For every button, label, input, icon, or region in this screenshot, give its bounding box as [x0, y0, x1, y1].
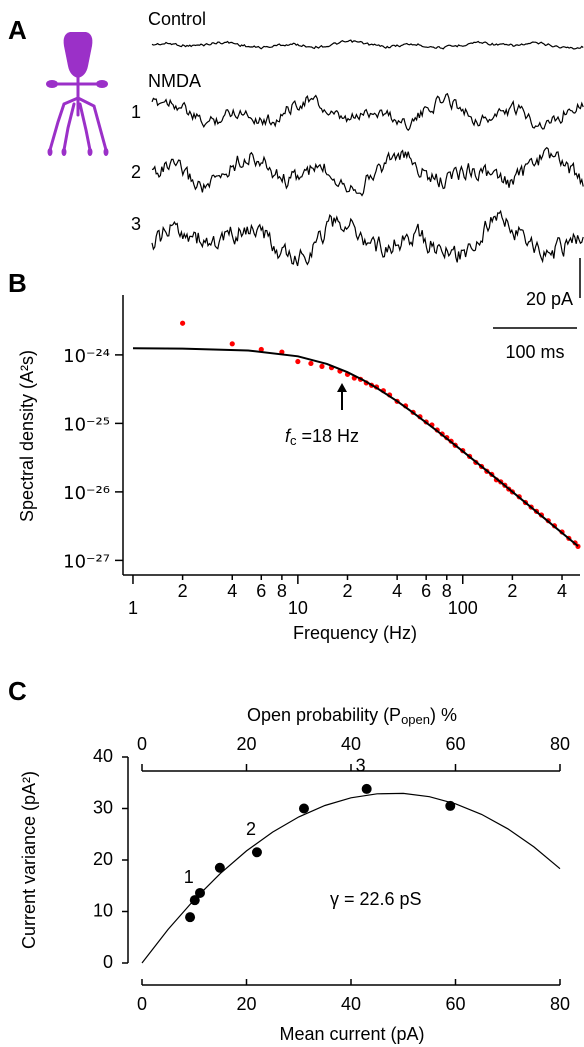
data-point — [180, 320, 186, 326]
scale-bar-label: 100 ms — [505, 342, 564, 362]
annotation-subscript: c — [290, 433, 297, 448]
x-tick-label: 4 — [557, 581, 567, 601]
trace-number: 1 — [131, 102, 141, 122]
x-tick-label: 6 — [256, 581, 266, 601]
panel-label: C — [8, 676, 27, 706]
y-tick-label: 20 — [93, 849, 113, 869]
x2-tick-label: 0 — [137, 734, 147, 754]
y-axis-title: Spectral density (A²s) — [17, 350, 37, 522]
point-label: 1 — [184, 867, 194, 887]
x-tick-label: 4 — [392, 581, 402, 601]
plot-c: 0 20 40 60 80 0 20 40 60 80 0 10 20 30 40 1 2 3 — [93, 734, 570, 1014]
x-tick-label: 2 — [178, 581, 188, 601]
point-label: 2 — [246, 819, 256, 839]
y-tick-label: 10⁻²⁶ — [63, 483, 110, 504]
annotation-symbol: f — [285, 426, 292, 446]
traces — [151, 39, 584, 267]
x-tick-label: 8 — [442, 581, 452, 601]
x2-tick-label: 40 — [341, 734, 361, 754]
trace — [151, 146, 584, 197]
x-tick-label: 10 — [288, 598, 308, 618]
trace — [151, 39, 584, 50]
fit-line — [132, 347, 579, 547]
y-tick-label: 30 — [93, 797, 113, 817]
fit-line — [141, 792, 561, 964]
x-tick-label: 60 — [445, 994, 465, 1014]
data-point — [185, 912, 196, 923]
x-tick-label: 2 — [342, 581, 352, 601]
scale-bar-label: 20 pA — [526, 289, 573, 309]
trace-label: Control — [148, 9, 206, 29]
data-point — [229, 341, 235, 347]
x2-tick-label: 80 — [550, 734, 570, 754]
y-tick-label: 10⁻²⁵ — [63, 414, 110, 435]
x-axis-title: Frequency (Hz) — [293, 623, 417, 643]
y-tick-label: 0 — [103, 952, 113, 972]
x-tick-label: 6 — [421, 581, 431, 601]
data-point — [361, 783, 372, 794]
trace-label: NMDA — [148, 71, 201, 91]
trace-number: 2 — [131, 162, 141, 182]
panel-label: B — [8, 268, 27, 298]
x-axis-title: Mean current (pA) — [279, 1024, 424, 1044]
annotation-text: =18 Hz — [297, 426, 360, 446]
x2-tick-label: 60 — [445, 734, 465, 754]
x2-title-suffix: ) % — [430, 705, 457, 725]
x-tick-label: 4 — [227, 581, 237, 601]
data-point — [319, 363, 325, 369]
data-point — [258, 346, 264, 353]
panel-label: A — [8, 15, 27, 45]
trace — [151, 209, 584, 267]
x2-axis-title: Open probability (Popen) % — [247, 705, 457, 728]
trace — [151, 92, 584, 132]
data-point — [214, 862, 225, 873]
x-tick-label: 100 — [448, 598, 478, 618]
x-tick-label: 40 — [341, 994, 361, 1014]
x-tick-label: 8 — [277, 581, 287, 601]
x-tick-label: 0 — [137, 994, 147, 1014]
annotation: fc =18 Hz — [285, 426, 359, 449]
x2-tick-label: 20 — [236, 734, 256, 754]
annotation: γ = 22.6 pS — [330, 889, 422, 909]
y-tick-label: 10⁻²⁴ — [63, 346, 110, 367]
neuron-icon — [46, 32, 109, 156]
y-axis-title: Current variance (pA²) — [19, 771, 39, 949]
x2-title-text: Open probability (P — [247, 705, 401, 725]
data-point — [251, 847, 262, 858]
data-point — [308, 360, 314, 367]
point-label: 3 — [356, 756, 366, 776]
y-tick-label: 10⁻²⁷ — [63, 551, 110, 572]
y-tick-label: 40 — [93, 746, 113, 766]
data-point — [295, 358, 301, 365]
arrow-head — [337, 383, 347, 392]
x-tick-label: 80 — [550, 994, 570, 1014]
y-tick-label: 10 — [93, 900, 113, 920]
x-tick-label: 2 — [507, 581, 517, 601]
data-point — [194, 887, 205, 898]
x-tick-label: 20 — [236, 994, 256, 1014]
x2-title-subscript: open — [401, 712, 430, 727]
x-tick-label: 1 — [128, 598, 138, 618]
trace-number: 3 — [131, 214, 141, 234]
data-point — [298, 803, 309, 814]
